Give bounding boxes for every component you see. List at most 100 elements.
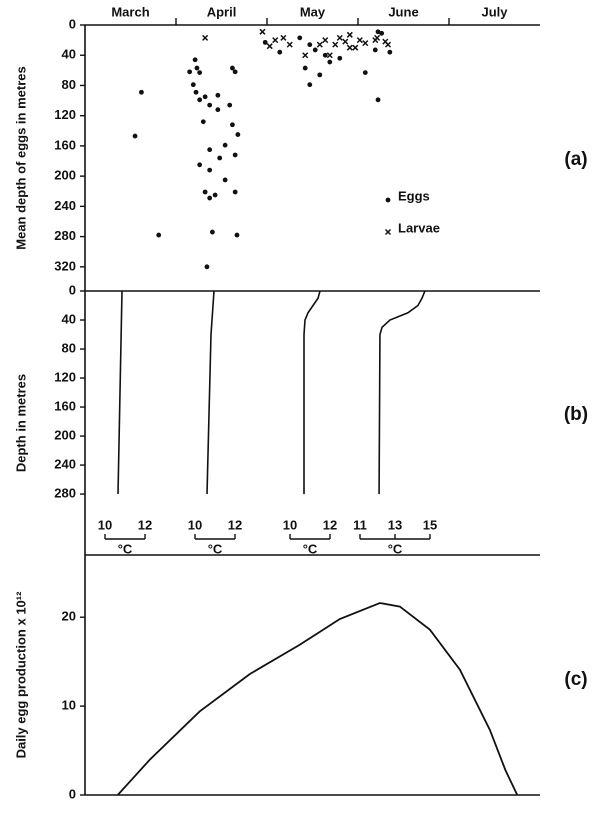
- y-tick-label: 10: [62, 698, 76, 713]
- y-tick-label: 280: [54, 228, 76, 243]
- larva-point: [384, 41, 392, 48]
- y-tick-label: 80: [62, 77, 76, 92]
- egg-point: [210, 229, 215, 235]
- larva-point: [272, 37, 279, 44]
- egg-point: [187, 69, 193, 75]
- egg-point: [202, 94, 208, 100]
- larva-point: [266, 43, 273, 50]
- x-tick-label: March: [111, 4, 149, 19]
- y-tick-label: 240: [54, 457, 76, 472]
- larva-point: [332, 41, 339, 48]
- larva-point: [280, 34, 287, 41]
- production-curve: [117, 602, 519, 796]
- temperature-tick-label: 11: [353, 517, 367, 532]
- egg-point: [232, 152, 238, 158]
- x-tick-label: April: [207, 4, 237, 19]
- egg-point: [372, 47, 378, 53]
- egg-point: [234, 232, 240, 238]
- egg-point: [302, 65, 308, 71]
- y-tick-label: 320: [54, 258, 76, 273]
- larva-point: [362, 40, 369, 47]
- larva-point: [316, 41, 323, 48]
- larva-point: [286, 41, 293, 48]
- egg-point: [193, 89, 199, 95]
- egg-point: [200, 119, 206, 125]
- egg-point: [215, 107, 221, 113]
- y-tick-label: 200: [54, 168, 76, 183]
- egg-point: [379, 30, 385, 36]
- egg-point: [202, 189, 208, 195]
- legend-marker: [385, 197, 391, 203]
- larva-point: [259, 28, 266, 35]
- egg-point: [215, 92, 221, 98]
- egg-point: [312, 47, 318, 53]
- egg-point: [197, 97, 203, 103]
- egg-point: [375, 29, 381, 35]
- egg-point: [192, 57, 198, 63]
- egg-point: [222, 142, 228, 148]
- larva-point: [352, 44, 359, 51]
- panel-label: (a): [564, 149, 587, 170]
- temperature-tick-label: 10: [98, 517, 112, 532]
- y-axis-label: Daily egg production x 10¹²: [13, 591, 28, 759]
- temperature-tick-label: 10: [283, 517, 297, 532]
- egg-point: [227, 102, 233, 108]
- x-tick-label: June: [388, 4, 418, 19]
- temperature-profile: [117, 290, 123, 495]
- y-tick-label: 40: [62, 47, 76, 62]
- temperature-tick-label: 12: [138, 517, 152, 532]
- egg-point: [132, 133, 138, 139]
- egg-point: [204, 264, 210, 270]
- egg-point: [307, 82, 313, 88]
- temperature-unit: °C: [303, 541, 318, 556]
- y-tick-label: 160: [54, 398, 76, 413]
- larva-point: [202, 34, 209, 41]
- temperature-profile: [378, 290, 426, 495]
- larva-point: [342, 38, 349, 45]
- panel-label: (c): [564, 669, 587, 690]
- egg-point: [262, 39, 268, 45]
- y-axis-label: Depth in metres: [13, 374, 28, 472]
- egg-point: [327, 59, 333, 65]
- temperature-unit: °C: [208, 541, 223, 556]
- x-tick-label: May: [300, 4, 326, 19]
- y-tick-label: 40: [62, 311, 76, 326]
- egg-point: [207, 147, 213, 153]
- temperature-unit: °C: [118, 541, 133, 556]
- egg-point: [190, 82, 196, 88]
- egg-point: [156, 232, 162, 238]
- y-tick-label: 0: [69, 282, 76, 297]
- egg-point: [212, 192, 218, 198]
- egg-point: [297, 35, 303, 41]
- temperature-tick-label: 12: [228, 517, 242, 532]
- y-tick-label: 240: [54, 198, 76, 213]
- egg-point: [222, 177, 228, 183]
- egg-point: [317, 72, 323, 78]
- larva-point: [374, 34, 381, 41]
- y-tick-label: 200: [54, 427, 76, 442]
- egg-point: [194, 65, 200, 71]
- temperature-profile: [206, 290, 215, 495]
- larva-point: [336, 34, 343, 41]
- x-tick-label: July: [481, 4, 508, 19]
- y-tick-label: 120: [54, 369, 76, 384]
- egg-point: [362, 70, 368, 76]
- larva-point: [322, 37, 329, 44]
- larva-point: [346, 44, 353, 51]
- y-tick-label: 160: [54, 137, 76, 152]
- larva-point: [356, 37, 363, 44]
- y-axis-label: Mean depth of eggs in metres: [13, 66, 28, 249]
- larva-point: [326, 52, 333, 59]
- temperature-tick-label: 12: [323, 517, 337, 532]
- egg-point: [230, 65, 235, 71]
- egg-point: [197, 70, 203, 76]
- egg-point: [235, 132, 241, 137]
- egg-point: [387, 49, 393, 55]
- legend-label: Eggs: [398, 188, 430, 203]
- egg-point: [232, 189, 238, 195]
- y-tick-label: 80: [62, 340, 76, 355]
- temperature-profile: [303, 290, 321, 495]
- temperature-tick-label: 15: [423, 517, 437, 532]
- y-tick-label: 280: [54, 486, 76, 501]
